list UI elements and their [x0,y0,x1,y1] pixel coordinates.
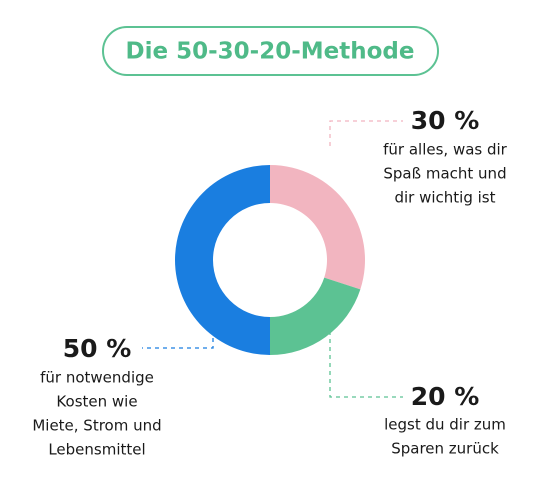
category-label: legst du dir zum [384,416,506,434]
category-label: dir wichtig ist [394,189,495,207]
category-label: Spaß macht und [383,165,506,183]
chart-title: Die 50-30-20-Methode [126,39,415,65]
category-label: Kosten wie [56,393,137,411]
value-label: 50 % [63,334,132,363]
donut-segment [175,165,270,355]
category-label: Sparen zurück [391,440,499,458]
donut-segment [270,165,366,290]
value-label: 20 % [411,382,480,411]
title-pill [102,26,439,76]
connector [329,120,403,146]
category-label: für notwendige [40,369,154,387]
category-label: Miete, Strom und [32,417,161,435]
connector [329,315,403,398]
connector [142,330,214,349]
donut-segment [270,277,361,355]
connectors [142,120,403,398]
value-label: 30 % [411,106,480,135]
category-label: für alles, was dir [383,141,508,159]
category-label: Lebensmittel [48,441,145,459]
